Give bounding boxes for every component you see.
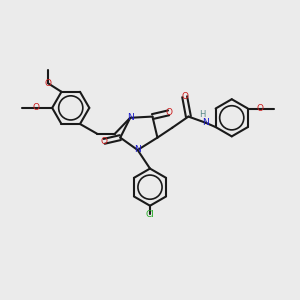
Text: H: H (199, 110, 205, 118)
Text: O: O (33, 103, 40, 112)
Text: N: N (127, 113, 134, 122)
Text: N: N (134, 146, 141, 154)
Text: Cl: Cl (146, 210, 154, 219)
Text: O: O (181, 92, 188, 101)
Text: O: O (101, 137, 108, 146)
Text: O: O (257, 104, 264, 113)
Text: O: O (44, 79, 51, 88)
Text: O: O (165, 108, 172, 117)
Text: N: N (202, 118, 209, 127)
